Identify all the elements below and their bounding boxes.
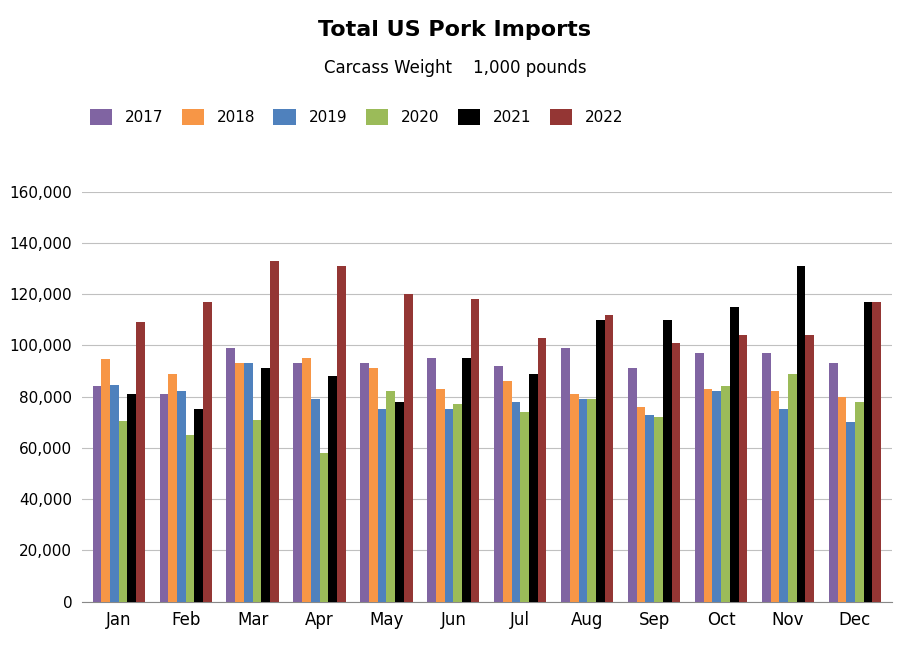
Bar	[319, 453, 329, 602]
Bar	[93, 386, 101, 602]
Bar	[445, 409, 453, 602]
Bar	[873, 302, 881, 602]
Bar	[762, 353, 771, 602]
Bar	[864, 302, 873, 602]
Bar	[695, 353, 703, 602]
Bar	[561, 348, 570, 602]
Bar	[779, 409, 788, 602]
Bar	[436, 389, 445, 602]
Bar	[494, 366, 503, 602]
Bar	[159, 394, 168, 602]
Bar	[637, 407, 645, 602]
Bar	[428, 358, 436, 602]
Legend: 2017, 2018, 2019, 2020, 2021, 2022: 2017, 2018, 2019, 2020, 2021, 2022	[89, 109, 623, 125]
Bar	[628, 368, 637, 602]
Bar	[579, 399, 587, 602]
Bar	[387, 391, 395, 602]
Bar	[127, 394, 136, 602]
Bar	[730, 307, 739, 602]
Bar	[261, 368, 270, 602]
Bar	[329, 376, 337, 602]
Bar	[168, 373, 177, 602]
Bar	[511, 402, 521, 602]
Bar	[270, 261, 278, 602]
Text: Carcass Weight    1,000 pounds: Carcass Weight 1,000 pounds	[324, 59, 586, 77]
Bar	[244, 364, 253, 602]
Bar	[788, 373, 797, 602]
Bar	[721, 386, 730, 602]
Bar	[360, 364, 369, 602]
Bar	[227, 348, 235, 602]
Bar	[703, 389, 713, 602]
Bar	[462, 358, 470, 602]
Bar	[110, 385, 118, 602]
Bar	[302, 358, 311, 602]
Bar	[470, 299, 480, 602]
Bar	[654, 417, 662, 602]
Bar	[645, 414, 654, 602]
Bar	[596, 320, 604, 602]
Text: Total US Pork Imports: Total US Pork Imports	[318, 20, 592, 40]
Bar	[604, 315, 613, 602]
Bar	[136, 323, 145, 602]
Bar	[846, 422, 855, 602]
Bar	[293, 364, 302, 602]
Bar	[235, 364, 244, 602]
Bar	[672, 343, 681, 602]
Bar	[203, 302, 212, 602]
Bar	[855, 402, 864, 602]
Bar	[797, 266, 805, 602]
Bar	[521, 412, 529, 602]
Bar	[570, 394, 579, 602]
Bar	[837, 397, 846, 602]
Bar	[311, 399, 319, 602]
Bar	[453, 405, 462, 602]
Bar	[395, 402, 404, 602]
Bar	[662, 320, 672, 602]
Bar	[186, 435, 195, 602]
Bar	[404, 294, 412, 602]
Bar	[369, 368, 378, 602]
Bar	[195, 409, 203, 602]
Bar	[587, 399, 596, 602]
Bar	[829, 364, 837, 602]
Bar	[118, 421, 127, 602]
Bar	[253, 420, 261, 602]
Bar	[101, 360, 110, 602]
Bar	[503, 381, 511, 602]
Bar	[713, 391, 721, 602]
Bar	[529, 373, 538, 602]
Bar	[378, 409, 387, 602]
Bar	[337, 266, 346, 602]
Bar	[805, 335, 814, 602]
Bar	[538, 338, 546, 602]
Bar	[177, 391, 186, 602]
Bar	[771, 391, 779, 602]
Bar	[739, 335, 747, 602]
